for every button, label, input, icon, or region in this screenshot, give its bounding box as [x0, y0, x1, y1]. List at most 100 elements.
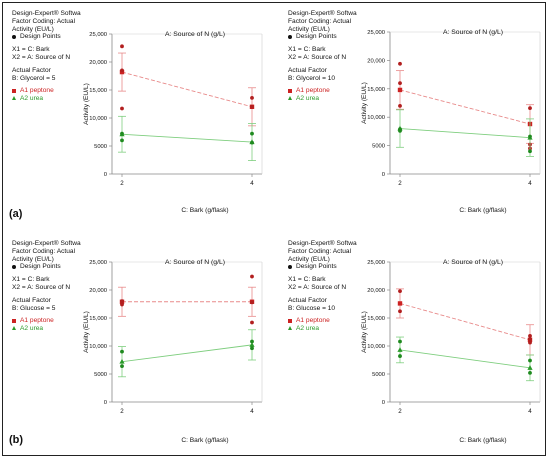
urea-design-point	[120, 138, 124, 143]
peptone-mean-marker	[397, 301, 403, 306]
y-tick-label: 25,000	[89, 260, 107, 266]
y-tick-label: 10,000	[89, 116, 107, 122]
info-line: Factor Coding: Actual	[288, 17, 352, 25]
info-line: B: Glycerol = 10	[288, 74, 336, 82]
x-tick-label: 4	[528, 408, 532, 415]
info-line: Factor Coding: Actual	[12, 17, 76, 25]
info-line: X2 = A: Source of N	[288, 53, 347, 61]
x-tick-label: 2	[398, 180, 402, 187]
peptone-design-point	[250, 300, 254, 305]
y-tick-label: 25,000	[367, 30, 385, 36]
urea-triangle-icon	[12, 326, 16, 331]
urea-design-point	[250, 140, 254, 145]
figure-border	[2, 2, 546, 456]
x-axis-label: C: Bark (g/flask)	[459, 437, 506, 444]
legend-peptone: A1 peptone	[296, 317, 330, 325]
y-tick-label: 15,000	[89, 88, 107, 94]
y-tick-label: 0	[104, 172, 107, 178]
peptone-design-point	[120, 106, 124, 111]
info-line: Design-Expert® Softwa	[12, 240, 81, 247]
design-point-icon	[12, 34, 16, 39]
peptone-square-icon	[12, 88, 16, 93]
x-axis-label: C: Bark (g/flask)	[181, 207, 228, 214]
y-axis-label: Activity (EU/L)	[83, 311, 90, 353]
y-axis-label: Activity (EU/L)	[361, 82, 368, 124]
info-line: Actual Factor	[12, 296, 51, 304]
info-line: Factor Coding: Actual	[12, 247, 76, 255]
y-tick-label: 20,000	[367, 288, 385, 294]
legend-peptone: A1 peptone	[296, 87, 330, 95]
y-tick-label: 10,000	[367, 115, 385, 121]
design-points-label: Design Points	[20, 33, 61, 41]
design-points-label: Design Points	[296, 263, 337, 271]
y-tick-label: 10,000	[89, 344, 107, 350]
x-tick-label: 2	[398, 408, 402, 415]
x-axis-label: C: Bark (g/flask)	[459, 207, 506, 214]
info-line: Activity (EU/L)	[12, 255, 54, 263]
peptone-series-line	[399, 89, 531, 125]
peptone-design-point	[120, 299, 124, 304]
legend-peptone: A1 peptone	[20, 317, 54, 325]
urea-series-line	[121, 344, 253, 363]
info-line: Design-Expert® Softwa	[288, 240, 357, 247]
info-line: Design-Expert® Softwa	[288, 10, 357, 17]
urea-design-point	[528, 149, 532, 154]
info-line: Actual Factor	[288, 66, 327, 74]
info-line: Activity (EU/L)	[288, 255, 330, 263]
design-points-label: Design Points	[296, 33, 337, 41]
peptone-design-point	[398, 61, 402, 66]
legend-urea: A2 urea	[20, 325, 44, 333]
info-line: Activity (EU/L)	[288, 25, 330, 33]
chart-title: A: Source of N (g/L)	[443, 259, 503, 266]
y-tick-label: 15,000	[367, 87, 385, 93]
x-tick-label: 2	[120, 408, 124, 415]
peptone-design-point	[398, 309, 402, 314]
info-line: Factor Coding: Actual	[288, 247, 352, 255]
peptone-design-point	[528, 337, 532, 342]
y-axis-label: Activity (EU/L)	[361, 311, 368, 353]
legend-urea: A2 urea	[20, 95, 44, 103]
peptone-design-point	[250, 104, 254, 109]
y-tick-label: 25,000	[367, 260, 385, 266]
info-line: X2 = A: Source of N	[288, 283, 347, 291]
info-panel-bottom-right: Design-Expert® Softwa Factor Coding: Act…	[288, 240, 357, 333]
info-panel-top-left: Design-Expert® Softwa Factor Coding: Act…	[12, 10, 81, 103]
chart-bottom-right: A: Source of N (g/L) 0 5000 10,000 15,000 20,…	[361, 259, 541, 444]
info-panel-bottom-left: Design-Expert® Softwa Factor Coding: Act…	[12, 240, 81, 333]
peptone-mean-marker	[397, 87, 403, 93]
urea-triangle-icon	[288, 96, 292, 101]
design-point-icon	[288, 34, 292, 39]
y-tick-label: 0	[104, 400, 107, 406]
info-line: X1 = C: Bark	[12, 276, 50, 284]
peptone-design-point	[250, 95, 254, 100]
urea-mean-marker	[397, 347, 403, 352]
chart-title: A: Source of N (g/L)	[443, 29, 503, 36]
urea-design-point	[250, 339, 254, 344]
chart-top-left: A: Source of N (g/L) 0 5000 10,000 15,000 20,…	[83, 31, 263, 214]
peptone-series-line	[121, 71, 253, 108]
y-tick-label: 20,000	[89, 60, 107, 66]
x-tick-label: 4	[528, 180, 532, 187]
x-tick-label: 4	[250, 408, 254, 415]
peptone-series-line	[399, 303, 531, 341]
urea-design-point	[250, 131, 254, 136]
legend-urea: A2 urea	[296, 95, 320, 103]
peptone-design-point	[250, 274, 254, 279]
x-axis-label: C: Bark (g/flask)	[181, 437, 228, 444]
peptone-design-point	[398, 81, 402, 86]
y-tick-label: 0	[382, 400, 385, 406]
urea-mean-marker	[249, 342, 255, 347]
info-line: Design-Expert® Softwa	[12, 10, 81, 17]
urea-triangle-icon	[12, 96, 16, 101]
urea-design-point	[250, 346, 254, 351]
panel-label-a: (a)	[9, 208, 23, 220]
urea-design-point	[528, 358, 532, 363]
urea-design-point	[398, 128, 402, 133]
peptone-design-point	[120, 68, 124, 73]
chart-bottom-left: A: Source of N (g/L) 0 5000 10,000 15,000 20,…	[83, 259, 263, 444]
info-line: B: Glycerol = 5	[12, 74, 56, 82]
legend-peptone: A1 peptone	[20, 87, 54, 95]
x-tick-label: 4	[250, 180, 254, 187]
